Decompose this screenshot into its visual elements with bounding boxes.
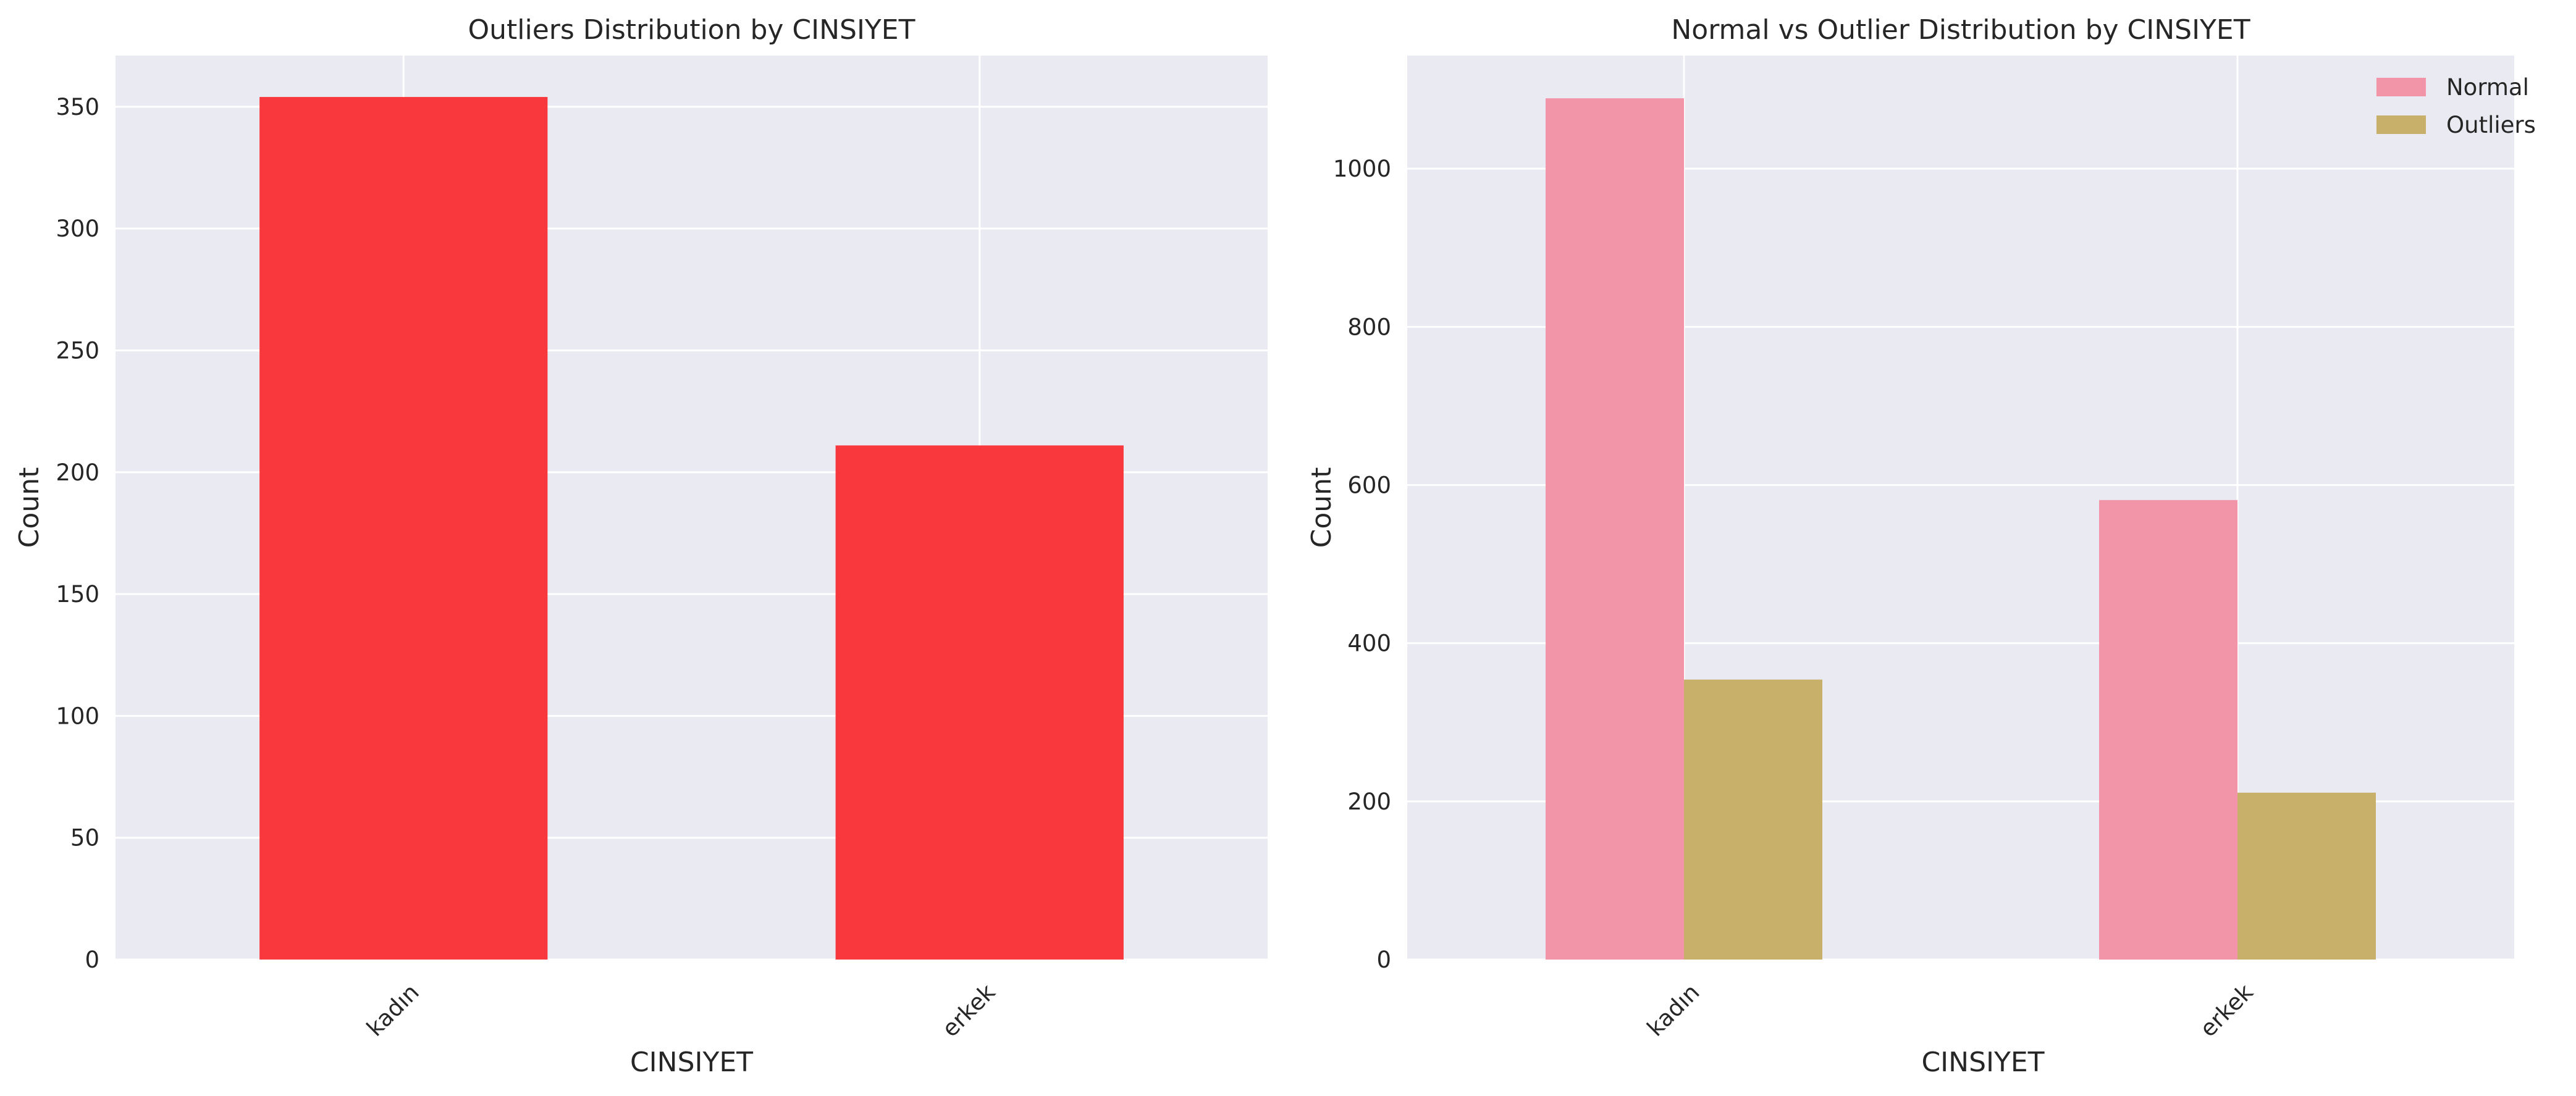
y-tick-label: 1000 — [1333, 156, 1391, 182]
legend-label-outliers: Outliers — [2446, 112, 2536, 138]
y-axis-label: Count — [1306, 467, 1337, 548]
y-axis-label: Count — [14, 467, 45, 548]
normal-vs-outlier-bar-chart: 0 200 400 600 800 1000 kadın erkek Normal vs O… — [1306, 14, 2536, 1078]
y-tick-label: 200 — [1347, 789, 1391, 815]
y-tick-label: 300 — [56, 215, 99, 242]
bars — [259, 97, 1124, 960]
x-tick-label: kadın — [361, 979, 424, 1042]
chart-title: Normal vs Outlier Distribution by CINSIY… — [1671, 14, 2250, 46]
legend-label-normal: Normal — [2446, 74, 2529, 101]
legend-swatch-normal — [2376, 78, 2426, 96]
x-axis-label: CINSIYET — [630, 1047, 753, 1078]
y-tick-label: 250 — [56, 337, 99, 364]
bar-normal-first — [1546, 98, 1684, 960]
y-tick-label: 800 — [1347, 314, 1391, 340]
bar-outliers-first — [259, 97, 548, 960]
bar-outliers-first — [1684, 679, 1822, 960]
x-tick-labels: kadın erkek — [361, 979, 1000, 1042]
bars — [1546, 98, 2376, 960]
x-tick-label: erkek — [937, 979, 1001, 1042]
x-tick-label: erkek — [2195, 979, 2258, 1042]
legend: Normal Outliers — [2376, 74, 2536, 138]
outliers-bar-chart: 0 50 100 150 200 250 300 350 kadın erkek Outlier… — [14, 14, 1268, 1078]
y-tick-label: 350 — [56, 94, 99, 120]
x-axis-label: CINSIYET — [1921, 1047, 2044, 1078]
y-tick-label: 200 — [56, 459, 99, 486]
y-tick-label: 50 — [70, 825, 99, 851]
y-tick-label: 0 — [1376, 947, 1391, 973]
x-tick-labels: kadın erkek — [1642, 979, 2258, 1042]
legend-swatch-outliers — [2376, 115, 2426, 134]
y-tick-label: 400 — [1347, 630, 1391, 657]
y-tick-label: 0 — [85, 947, 99, 973]
y-tick-labels: 0 50 100 150 200 250 300 350 — [56, 94, 99, 973]
bar-outliers-second — [2237, 792, 2376, 960]
bar-outliers-second — [835, 445, 1124, 960]
x-tick-label: kadın — [1642, 979, 1705, 1042]
y-tick-labels: 0 200 400 600 800 1000 — [1333, 156, 1391, 973]
y-tick-label: 150 — [56, 581, 99, 608]
chart-title: Outliers Distribution by CINSIYET — [468, 14, 915, 46]
y-tick-label: 600 — [1347, 472, 1391, 498]
bar-normal-second — [2099, 500, 2237, 960]
y-tick-label: 100 — [56, 703, 99, 729]
